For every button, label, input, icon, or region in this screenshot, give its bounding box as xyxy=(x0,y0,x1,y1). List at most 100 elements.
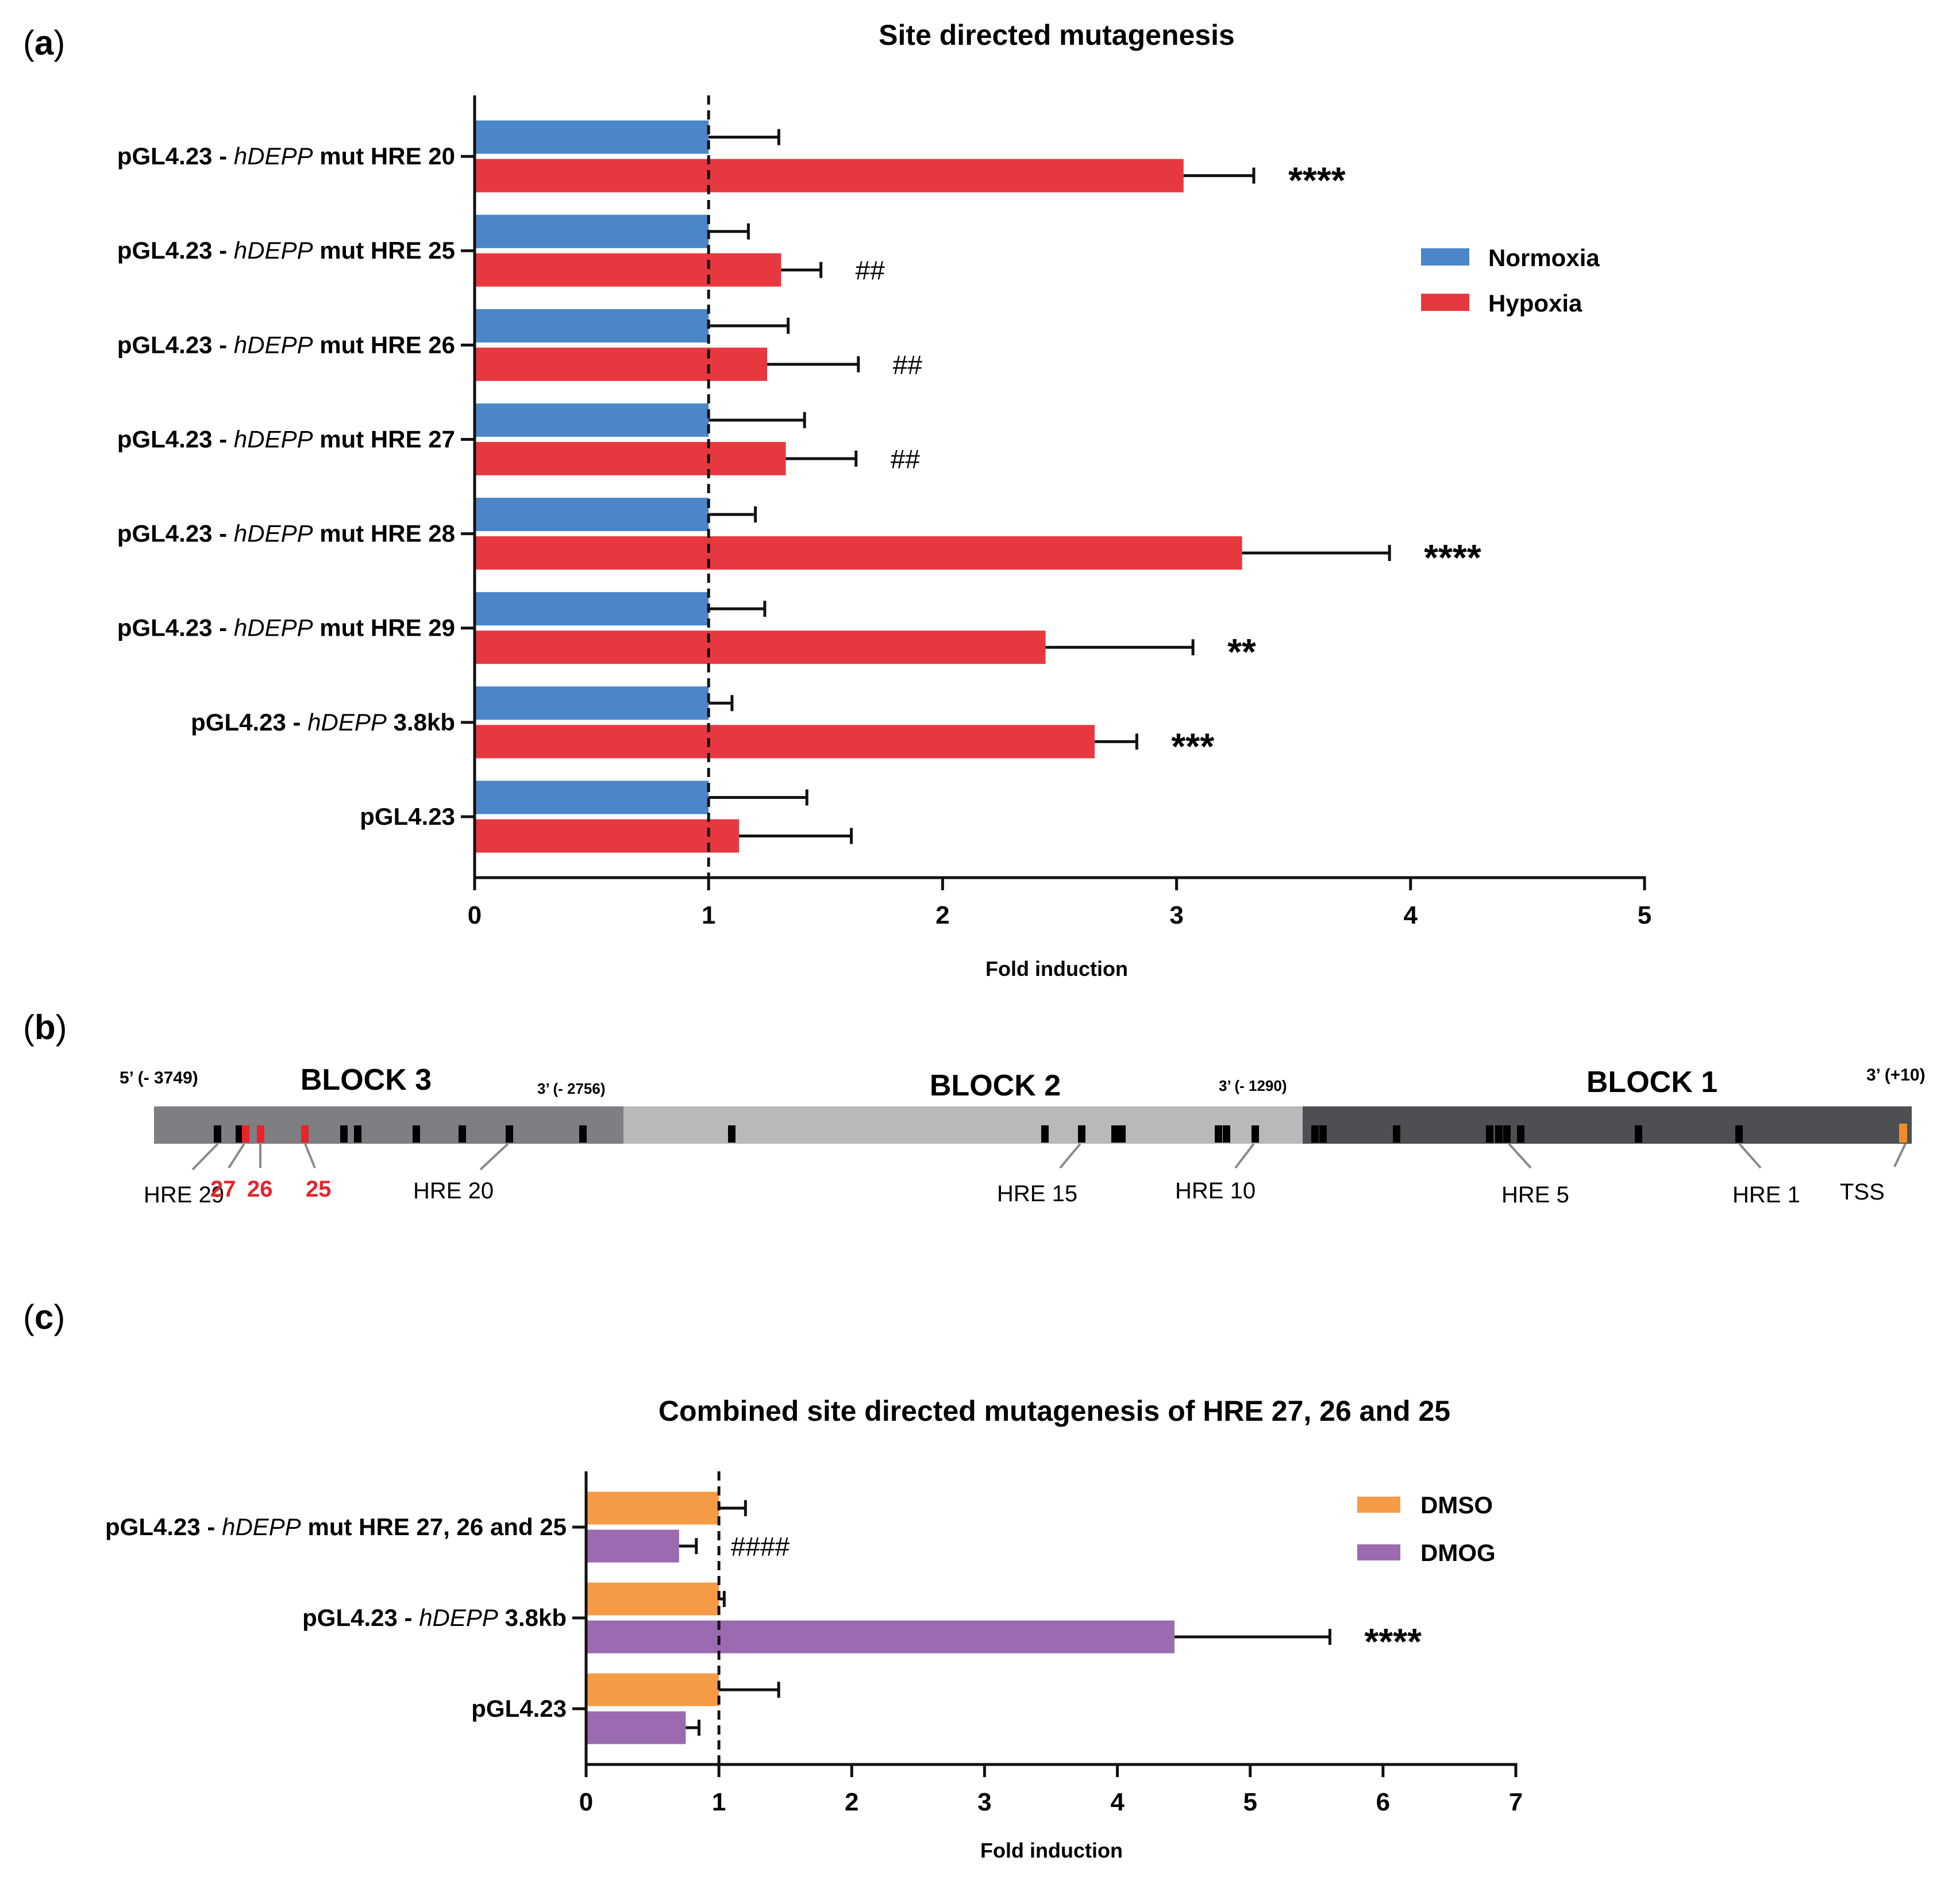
hre-site-mark xyxy=(1223,1125,1230,1143)
connector-hre-29 xyxy=(191,1143,219,1171)
bar-dmso xyxy=(587,1491,719,1525)
legend-label-dmso: DMSO xyxy=(1420,1491,1493,1518)
category-label-prefix: pGL4.23 - xyxy=(117,331,234,358)
x-tick-label: 3 xyxy=(1169,901,1183,929)
hre-site-mark xyxy=(1503,1125,1511,1143)
x-tick-label: 2 xyxy=(935,901,949,929)
bar-hypoxia xyxy=(476,819,740,853)
tss-mark xyxy=(1899,1124,1907,1143)
hre-label-26: 26 xyxy=(247,1177,273,1202)
bar-hypoxia xyxy=(476,159,1184,193)
bar-hypoxia xyxy=(476,347,767,381)
x-tick-label: 7 xyxy=(1509,1788,1523,1816)
hre-site-mark xyxy=(1735,1125,1743,1143)
mutated-hre-site-mark xyxy=(301,1125,309,1143)
category-label: pGL4.23 - hDEPP mut HRE 27, 26 and 25 xyxy=(105,1513,567,1540)
x-tick-label: 0 xyxy=(579,1788,593,1816)
category-label-prefix: pGL4.23 - xyxy=(117,237,234,264)
block-3-bar xyxy=(154,1106,623,1144)
category-label-prefix: pGL4.23 - xyxy=(302,1604,419,1631)
hre-site-mark xyxy=(1517,1125,1524,1143)
panel-a-letter: (a) xyxy=(23,24,65,62)
x-tick-label: 1 xyxy=(702,901,715,929)
category-label-prefix: pGL4.23 - xyxy=(191,709,307,736)
legend-swatch-dmog xyxy=(1357,1544,1400,1560)
category-label-gene: hDEPP xyxy=(234,614,313,641)
panel-c-x-axis-label: Fold induction xyxy=(980,1839,1123,1862)
category-label: pGL4.23 - hDEPP mut HRE 26 xyxy=(117,331,455,358)
hre-site-mark xyxy=(1111,1125,1119,1143)
category-label: pGL4.23 - hDEPP mut HRE 25 xyxy=(117,237,455,264)
legend-label-hypoxia: Hypoxia xyxy=(1488,290,1582,317)
hre-label-25: 25 xyxy=(306,1177,332,1202)
bar-dmso xyxy=(587,1582,719,1616)
panel-c-plot: 0 1 2 3 4 5 6 7 pGL4.23 - hDEPP mut HRE 27, 26 a… xyxy=(105,1471,1523,1816)
mutated-hre-site-mark xyxy=(257,1125,264,1143)
hre-label-20: HRE 20 xyxy=(413,1178,494,1204)
legend-swatch-dmso xyxy=(1357,1497,1400,1513)
panel-a-title: Site directed mutagenesis xyxy=(879,19,1235,51)
category-label-suffix: mut HRE 27 xyxy=(313,425,455,452)
connector-hre-25 xyxy=(304,1143,316,1168)
bar-normoxia xyxy=(476,214,709,248)
bar-normoxia xyxy=(476,781,709,814)
hre-site-mark xyxy=(1118,1125,1126,1143)
category-label-prefix: pGL4.23 - xyxy=(117,614,234,641)
panel-c-title: Combined site directed mutagenesis of HR… xyxy=(659,1395,1450,1427)
x-tick-label: 4 xyxy=(1404,901,1418,929)
x-tick-label: 5 xyxy=(1243,1788,1257,1816)
bar-normoxia xyxy=(476,498,709,532)
hre-site-mark xyxy=(354,1125,361,1143)
x-tick-label: 6 xyxy=(1376,1788,1390,1816)
panel-a-legend: Normoxia Hypoxia xyxy=(1421,244,1600,317)
bar-normoxia xyxy=(476,120,709,154)
connector-hre-15 xyxy=(1059,1143,1081,1169)
connector-hre-10 xyxy=(1234,1143,1255,1169)
hre-label-29: HRE 29 xyxy=(144,1182,224,1208)
hre-site-mark xyxy=(1078,1125,1085,1143)
category-label-prefix: pGL4.23 xyxy=(360,803,455,830)
significance-annotation: ## xyxy=(856,256,885,286)
bar-normoxia xyxy=(476,309,709,343)
panel-b-letter: (b) xyxy=(23,1008,67,1047)
tss-label: TSS xyxy=(1840,1179,1885,1205)
coord-label-3prime: 3’ (+10) xyxy=(1866,1066,1926,1085)
category-label-prefix: pGL4.23 - xyxy=(105,1513,222,1540)
hre-site-mark xyxy=(236,1125,243,1143)
hre-site-mark xyxy=(1495,1125,1503,1143)
category-label-suffix: 3.8kb xyxy=(387,709,455,736)
block-2-label: BLOCK 2 xyxy=(930,1069,1061,1102)
bar-hypoxia xyxy=(476,441,786,475)
significance-annotation: #### xyxy=(731,1532,790,1562)
mutated-hre-site-mark xyxy=(242,1125,249,1143)
hre-site-mark xyxy=(340,1125,348,1143)
panel-a: (a) Site directed mutagenesis 0 1 2 3 4 5 pGL4… xyxy=(23,19,1651,981)
bar-hypoxia xyxy=(476,725,1095,759)
category-label-suffix: mut HRE 29 xyxy=(313,614,455,641)
panel-b: (b) BLOCK 3 BLOCK 2 BLOCK 1 5’ (- 3749) … xyxy=(23,1008,1926,1208)
hre-site-mark xyxy=(1215,1125,1222,1143)
x-tick-label: 0 xyxy=(468,901,482,929)
hre-site-mark xyxy=(459,1125,466,1143)
significance-annotation: *** xyxy=(1171,725,1214,767)
category-label-gene: hDEPP xyxy=(234,143,313,170)
category-label: pGL4.23 - hDEPP mut HRE 20 xyxy=(117,143,455,170)
connector-hre-27 xyxy=(228,1143,245,1169)
hre-site-mark xyxy=(506,1125,513,1143)
x-tick-label: 3 xyxy=(977,1788,991,1816)
significance-annotation: **** xyxy=(1364,1621,1422,1662)
hre-site-mark xyxy=(579,1125,587,1143)
hre-site-mark xyxy=(214,1125,221,1143)
category-label-prefix: pGL4.23 - xyxy=(117,143,234,170)
category-label: pGL4.23 - hDEPP 3.8kb xyxy=(191,709,455,736)
hre-site-mark xyxy=(1635,1125,1642,1143)
block-2-bar xyxy=(623,1106,1303,1144)
connector-hre-20 xyxy=(479,1143,509,1171)
category-label-gene: hDEPP xyxy=(234,520,313,547)
block-3-label: BLOCK 3 xyxy=(301,1063,432,1097)
bar-dmog xyxy=(587,1620,1175,1654)
hre-site-mark xyxy=(1041,1125,1049,1143)
category-label-suffix: mut HRE 26 xyxy=(313,331,455,358)
legend-swatch-hypoxia xyxy=(1421,294,1469,311)
